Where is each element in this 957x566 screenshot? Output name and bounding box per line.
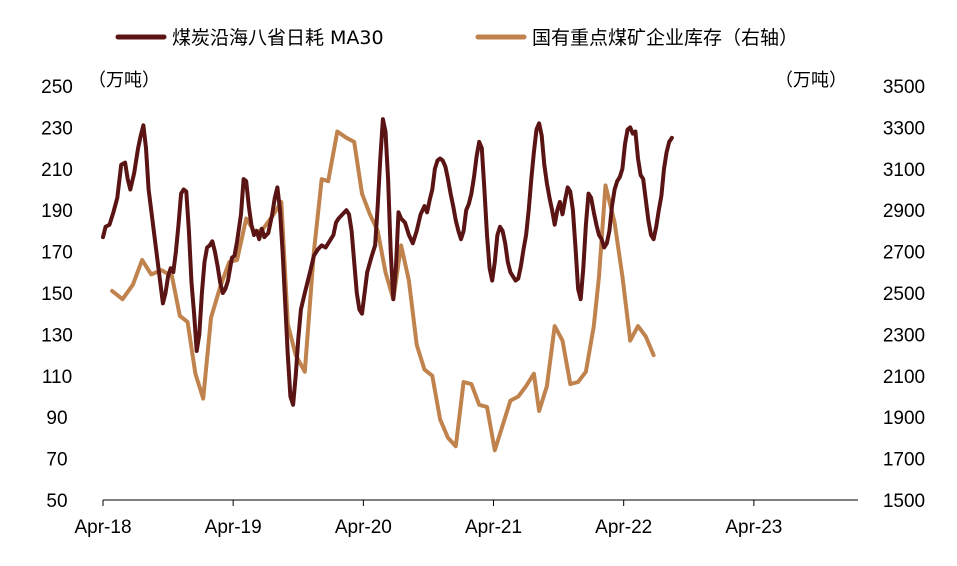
y-right-tick-label: 3100 [883,160,925,181]
legend-label-series-0: 煤炭沿海八省日耗 MA30 [172,27,384,49]
legend-label-series-1: 国有重点煤矿企业库存（右轴） [532,27,798,49]
y-right-tick-label: 3300 [883,118,925,139]
y-right-tick-label: 2100 [883,367,925,388]
y-left-tick-label: 50 [46,491,67,512]
y-right-tick-label: 3500 [883,77,925,98]
x-tick-label: Apr-23 [725,517,782,538]
y-right-tick-label: 1500 [883,491,925,512]
y-left-tick-label: 210 [41,160,73,181]
x-tick-label: Apr-21 [465,517,522,538]
y-left-tick-label: 170 [41,243,73,264]
y-left-tick-label: 250 [41,77,73,98]
y-left-tick-label: 130 [41,325,73,346]
y-right-tick-label: 1900 [883,408,925,429]
series-line-0 [101,117,674,407]
series-layer [101,117,674,453]
x-tick-label: Apr-20 [335,517,392,538]
y-right-tick-label: 2500 [883,284,925,305]
y-right-tick-label: 1700 [883,450,925,471]
x-tick-label: Apr-19 [205,517,262,538]
y-right-tick-label: 2700 [883,243,925,264]
y-left-tick-label: 110 [42,367,72,388]
y-right-tick-label: 2300 [883,325,925,346]
y-left-tick-label: 70 [46,450,67,471]
y-left-tick-label: 150 [41,284,73,305]
x-tick-label: Apr-22 [595,517,652,538]
left-axis-unit: （万吨） [88,70,160,91]
x-tick-label: Apr-18 [74,517,131,538]
y-left-tick-label: 230 [41,118,73,139]
right-axis-unit: （万吨） [775,70,847,91]
y-left-tick-label: 190 [41,201,73,222]
axes: Apr-18 Apr-19 Apr-20 Apr-21 Apr-22 Apr-23 50 70… [41,77,925,538]
y-right-tick-label: 2900 [883,201,925,222]
legend: 煤炭沿海八省日耗 MA30 国有重点煤矿企业库存（右轴） [115,27,798,49]
y-left-tick-label: 90 [46,408,67,429]
